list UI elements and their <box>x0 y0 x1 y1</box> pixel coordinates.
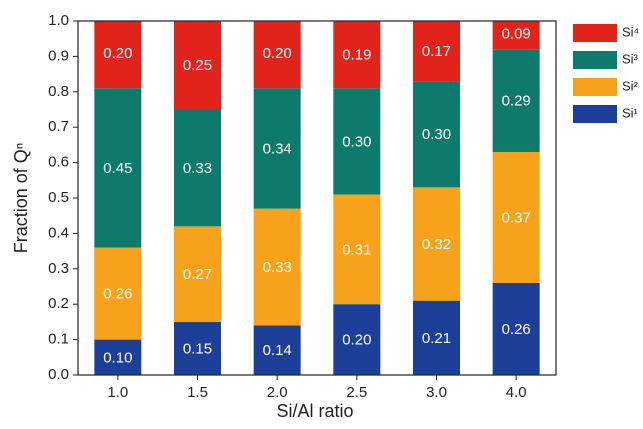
value-label: 0.32 <box>422 236 451 253</box>
value-label: 0.17 <box>422 43 451 60</box>
legend-label: Si² <box>622 78 639 93</box>
y-tick-label: 0.4 <box>48 224 69 241</box>
bar-segment <box>413 187 460 301</box>
value-label: 0.15 <box>183 340 212 357</box>
value-label: 0.20 <box>263 45 292 62</box>
legend-swatch <box>573 78 617 96</box>
legend-swatch <box>573 105 617 123</box>
bar-segment <box>253 88 301 209</box>
value-label: 0.20 <box>103 45 132 62</box>
y-axis-label: Fraction of Qⁿ <box>11 143 31 254</box>
bar-segment <box>333 304 381 375</box>
y-tick-label: 0.1 <box>48 331 69 348</box>
bar-segment <box>174 109 221 227</box>
value-label: 0.19 <box>342 47 371 64</box>
bar-segment <box>253 21 301 89</box>
bar-segment <box>253 208 301 326</box>
bar-segment <box>333 21 381 89</box>
legend-label: Si¹ <box>622 105 639 120</box>
bar-segment <box>492 151 540 283</box>
legend-swatch <box>573 24 617 42</box>
value-label: 0.29 <box>502 93 531 110</box>
bar-segment <box>174 321 221 375</box>
value-label: 0.14 <box>263 342 292 359</box>
legend-swatch <box>573 51 617 69</box>
legend-label: Si⁴ <box>622 24 639 39</box>
value-label: 0.27 <box>183 266 212 283</box>
y-tick-label: 0.7 <box>48 118 69 135</box>
value-label: 0.31 <box>342 241 371 258</box>
bar-segment <box>94 247 142 340</box>
x-axis-label: Si/Al ratio <box>276 401 353 421</box>
bar-segment <box>253 325 301 375</box>
bar-segment <box>413 21 460 82</box>
y-tick-label: 0.5 <box>48 189 69 206</box>
y-tick-label: 0.6 <box>48 154 69 171</box>
bar-segment <box>492 282 540 375</box>
y-tick-label: 1.0 <box>48 12 69 29</box>
plot-frame <box>77 20 557 376</box>
y-tick-label: 0.8 <box>48 83 69 100</box>
bar-segment <box>94 88 142 248</box>
bar-segment <box>94 21 142 89</box>
y-tick-label: 0.3 <box>48 260 69 277</box>
bar-segment <box>333 194 381 305</box>
value-label: 0.09 <box>502 25 531 42</box>
x-tick-label: 2.5 <box>346 384 367 401</box>
bar-segment <box>492 49 540 152</box>
value-label: 0.25 <box>183 57 212 74</box>
bar-segment <box>413 300 460 375</box>
value-label: 0.26 <box>103 286 132 303</box>
bar-segment <box>492 21 540 50</box>
x-tick-label: 3.0 <box>426 384 447 401</box>
value-label: 0.37 <box>502 209 531 226</box>
legend-label: Si³ <box>622 51 639 66</box>
value-label: 0.20 <box>342 332 371 349</box>
bar-segment <box>94 339 142 375</box>
value-label: 0.45 <box>103 160 132 177</box>
value-label: 0.30 <box>422 126 451 143</box>
value-label: 0.26 <box>502 321 531 338</box>
bar-segment <box>174 21 221 110</box>
x-tick-label: 1.0 <box>107 384 128 401</box>
bar-segment <box>333 88 381 195</box>
x-tick-label: 1.5 <box>187 384 208 401</box>
bar-segment <box>174 226 221 322</box>
value-label: 0.10 <box>103 349 132 366</box>
y-tick-label: 0.9 <box>48 47 69 64</box>
value-label: 0.30 <box>342 133 371 150</box>
bar-segment <box>413 81 460 188</box>
value-label: 0.34 <box>263 140 292 157</box>
x-tick-label: 4.0 <box>506 384 527 401</box>
y-tick-label: 0.0 <box>48 366 69 383</box>
x-tick-label: 2.0 <box>267 384 288 401</box>
value-label: 0.33 <box>263 259 292 276</box>
value-label: 0.21 <box>422 330 451 347</box>
y-tick-label: 0.2 <box>48 295 69 312</box>
value-label: 0.33 <box>183 160 212 177</box>
